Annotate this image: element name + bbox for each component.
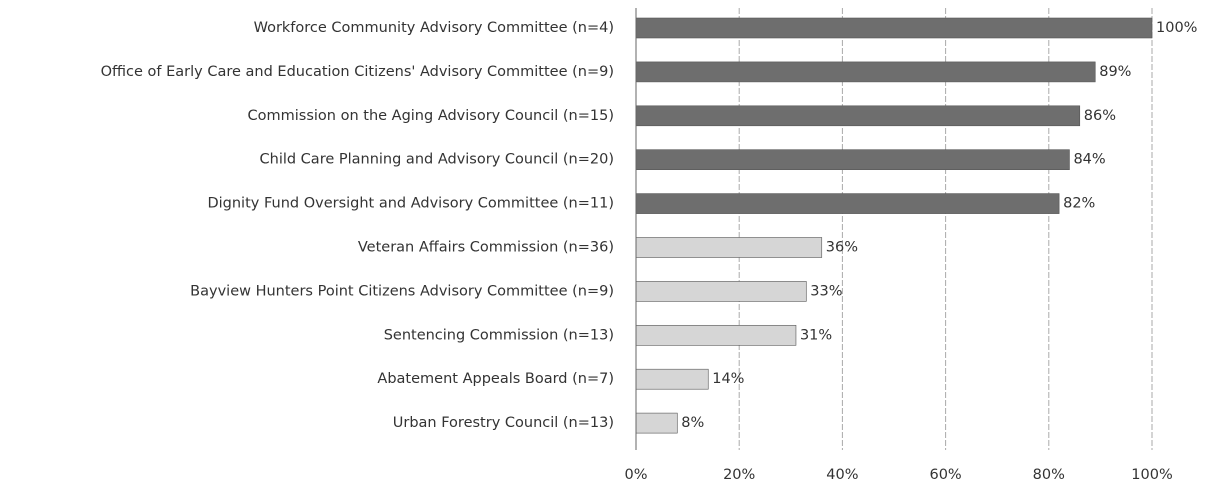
x-tick-label: 0% — [624, 467, 647, 483]
y-tick-label: Abatement Appeals Board (n=7) — [377, 371, 614, 387]
y-tick-label: Office of Early Care and Education Citiz… — [101, 64, 614, 80]
x-tick-label: 60% — [929, 467, 961, 483]
x-tick-label: 80% — [1033, 467, 1065, 483]
data-label: 8% — [681, 415, 704, 431]
data-label: 89% — [1099, 64, 1131, 80]
bar — [635, 105, 1081, 127]
x-tick-label: 20% — [723, 467, 755, 483]
x-tick-label: 100% — [1131, 467, 1172, 483]
data-label: 36% — [826, 240, 858, 256]
y-tick-label: Bayview Hunters Point Citizens Advisory … — [190, 283, 614, 299]
bar — [635, 193, 1060, 214]
x-tick-label: 40% — [826, 467, 858, 483]
bar — [635, 61, 1096, 83]
y-tick-label: Veteran Affairs Commission (n=36) — [358, 240, 614, 256]
bar — [635, 368, 709, 390]
data-label: 31% — [800, 327, 832, 343]
y-tick-label: Workforce Community Advisory Committee (… — [254, 20, 614, 36]
y-tick-label: Child Care Planning and Advisory Council… — [260, 152, 615, 168]
data-label: 86% — [1084, 108, 1116, 124]
y-tick-label: Dignity Fund Oversight and Advisory Comm… — [207, 196, 614, 212]
y-tick-label: Sentencing Commission (n=13) — [384, 327, 614, 343]
bar — [635, 324, 797, 346]
y-tick-label: Commission on the Aging Advisory Council… — [248, 108, 615, 124]
data-label: 84% — [1073, 152, 1105, 168]
bar — [635, 281, 807, 302]
bar — [635, 149, 1070, 170]
bar — [635, 237, 823, 258]
data-label: 82% — [1063, 196, 1095, 212]
data-label: 33% — [810, 283, 842, 299]
y-tick-label: Urban Forestry Council (n=13) — [393, 415, 614, 431]
bar — [635, 412, 678, 434]
data-label: 100% — [1156, 20, 1197, 36]
data-label: 14% — [712, 371, 744, 387]
bar — [635, 17, 1153, 39]
